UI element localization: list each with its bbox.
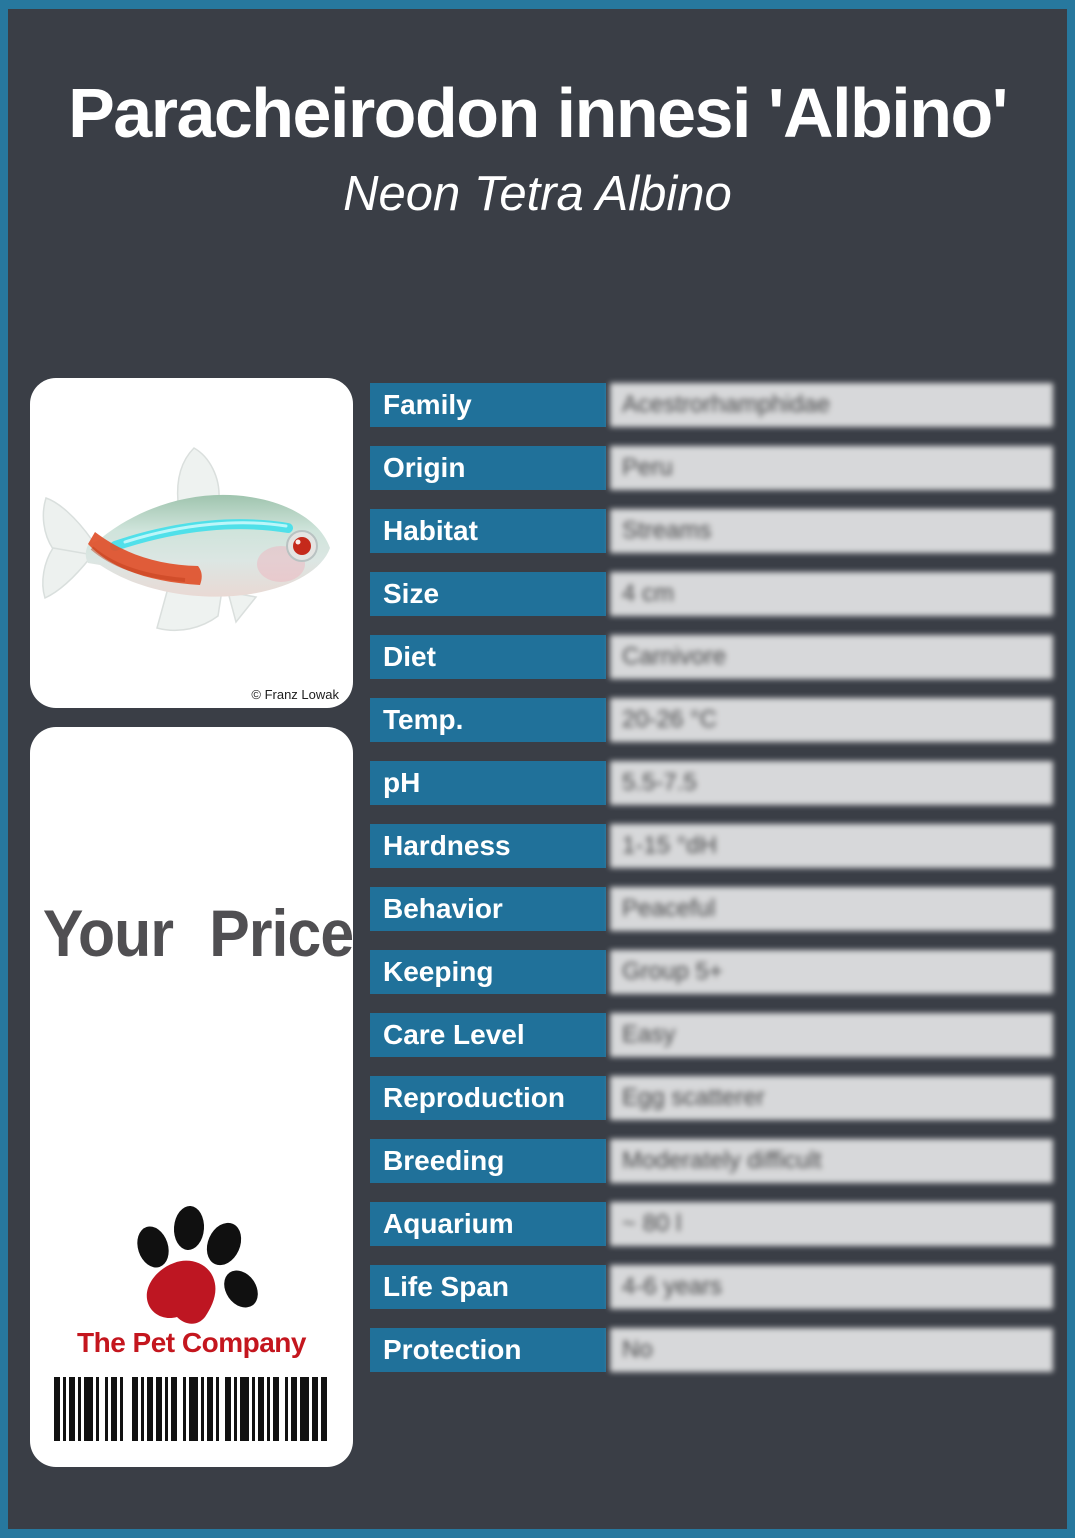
page-title: Paracheirodon innesi 'Albino' bbox=[68, 74, 1008, 152]
row-label: Life Span bbox=[370, 1265, 606, 1309]
table-row: Life Span 4-6 years bbox=[370, 1265, 1053, 1309]
row-value: 1-15 °dH bbox=[610, 824, 1053, 868]
row-value: 4 cm bbox=[610, 572, 1053, 616]
row-value: 4-6 years bbox=[610, 1265, 1053, 1309]
table-row: Reproduction Egg scatterer bbox=[370, 1076, 1053, 1120]
header: Paracheirodon innesi 'Albino' Neon Tetra… bbox=[8, 9, 1067, 222]
table-row: Temp. 20-26 °C bbox=[370, 698, 1053, 742]
table-row: Behavior Peaceful bbox=[370, 887, 1053, 931]
row-value: Easy bbox=[610, 1013, 1053, 1057]
table-row: Breeding Moderately difficult bbox=[370, 1139, 1053, 1183]
row-label: Care Level bbox=[370, 1013, 606, 1057]
row-label: Keeping bbox=[370, 950, 606, 994]
barcode bbox=[54, 1377, 330, 1441]
paw-icon bbox=[136, 1206, 258, 1324]
price-placeholder: Your Price bbox=[42, 896, 354, 970]
table-row: Origin Peru bbox=[370, 446, 1053, 490]
page-subtitle: Neon Tetra Albino bbox=[343, 167, 732, 221]
row-value: Streams bbox=[610, 509, 1053, 553]
fish-image bbox=[42, 447, 330, 632]
row-label: Breeding bbox=[370, 1139, 606, 1183]
row-value: 5.5-7.5 bbox=[610, 761, 1053, 805]
row-value: No bbox=[610, 1328, 1053, 1372]
row-label: Habitat bbox=[370, 509, 606, 553]
row-value: Carnivore bbox=[610, 635, 1053, 679]
row-label: Behavior bbox=[370, 887, 606, 931]
row-value: 20-26 °C bbox=[610, 698, 1053, 742]
row-value: ~ 80 l bbox=[610, 1202, 1053, 1246]
row-label: Size bbox=[370, 572, 606, 616]
row-label: pH bbox=[370, 761, 606, 805]
row-value: Acestrorhamphidae bbox=[610, 383, 1053, 427]
row-label: Origin bbox=[370, 446, 606, 490]
photo-credit: © Franz Lowak bbox=[251, 687, 339, 702]
brand-name: The Pet Company bbox=[77, 1327, 306, 1358]
table-row: Protection No bbox=[370, 1328, 1053, 1372]
table-row: Habitat Streams bbox=[370, 509, 1053, 553]
row-value: Egg scatterer bbox=[610, 1076, 1053, 1120]
row-value: Moderately difficult bbox=[610, 1139, 1053, 1183]
table-row: Diet Carnivore bbox=[370, 635, 1053, 679]
table-row: Hardness 1-15 °dH bbox=[370, 824, 1053, 868]
table-row: Keeping Group 5+ bbox=[370, 950, 1053, 994]
row-value: Peru bbox=[610, 446, 1053, 490]
label-background: Paracheirodon innesi 'Albino' Neon Tetra… bbox=[8, 9, 1067, 1529]
table-row: pH 5.5-7.5 bbox=[370, 761, 1053, 805]
row-label: Family bbox=[370, 383, 606, 427]
row-label: Hardness bbox=[370, 824, 606, 868]
row-label: Reproduction bbox=[370, 1076, 606, 1120]
price-card: Your Price The Pet Company bbox=[30, 727, 354, 1467]
spec-table: Family Acestrorhamphidae Origin Peru Hab… bbox=[370, 383, 1053, 1372]
row-label: Aquarium bbox=[370, 1202, 606, 1246]
table-row: Care Level Easy bbox=[370, 1013, 1053, 1057]
row-value: Peaceful bbox=[610, 887, 1053, 931]
table-row: Family Acestrorhamphidae bbox=[370, 383, 1053, 427]
row-label: Protection bbox=[370, 1328, 606, 1372]
row-label: Temp. bbox=[370, 698, 606, 742]
fish-photo-card: © Franz Lowak bbox=[30, 378, 353, 708]
table-row: Aquarium ~ 80 l bbox=[370, 1202, 1053, 1246]
row-value: Group 5+ bbox=[610, 950, 1053, 994]
table-row: Size 4 cm bbox=[370, 572, 1053, 616]
row-label: Diet bbox=[370, 635, 606, 679]
